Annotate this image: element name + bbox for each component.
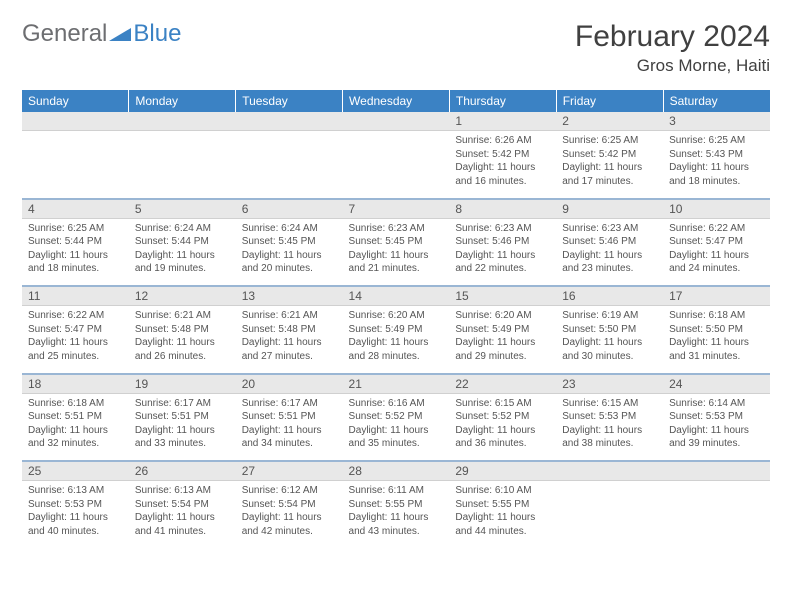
day-number: 1 (449, 112, 556, 131)
daynum-row: 45678910 (22, 199, 770, 219)
day-content: Sunrise: 6:24 AM Sunset: 5:44 PM Dayligh… (129, 218, 236, 286)
content-row: Sunrise: 6:26 AM Sunset: 5:42 PM Dayligh… (22, 131, 770, 199)
header: General Blue February 2024 Gros Morne, H… (22, 20, 770, 76)
day-content: Sunrise: 6:24 AM Sunset: 5:45 PM Dayligh… (236, 218, 343, 286)
weekday-header: Thursday (449, 90, 556, 112)
weekday-header-row: Sunday Monday Tuesday Wednesday Thursday… (22, 90, 770, 112)
content-row: Sunrise: 6:22 AM Sunset: 5:47 PM Dayligh… (22, 306, 770, 374)
weekday-header: Saturday (663, 90, 770, 112)
day-content (129, 131, 236, 199)
daynum-row: 11121314151617 (22, 286, 770, 306)
day-content: Sunrise: 6:14 AM Sunset: 5:53 PM Dayligh… (663, 393, 770, 461)
calendar-body: 123Sunrise: 6:26 AM Sunset: 5:42 PM Dayl… (22, 112, 770, 549)
day-content: Sunrise: 6:17 AM Sunset: 5:51 PM Dayligh… (236, 393, 343, 461)
weekday-header: Sunday (22, 90, 129, 112)
weekday-header: Wednesday (343, 90, 450, 112)
day-number (556, 461, 663, 481)
day-content (556, 481, 663, 549)
day-number: 7 (343, 199, 450, 219)
day-number: 6 (236, 199, 343, 219)
day-content: Sunrise: 6:17 AM Sunset: 5:51 PM Dayligh… (129, 393, 236, 461)
logo: General Blue (22, 20, 181, 48)
day-number: 4 (22, 199, 129, 219)
day-number: 10 (663, 199, 770, 219)
logo-triangle-icon (109, 20, 131, 48)
day-content: Sunrise: 6:25 AM Sunset: 5:43 PM Dayligh… (663, 131, 770, 199)
day-content: Sunrise: 6:26 AM Sunset: 5:42 PM Dayligh… (449, 131, 556, 199)
weekday-header: Friday (556, 90, 663, 112)
day-content: Sunrise: 6:15 AM Sunset: 5:53 PM Dayligh… (556, 393, 663, 461)
day-content: Sunrise: 6:13 AM Sunset: 5:54 PM Dayligh… (129, 481, 236, 549)
day-content: Sunrise: 6:25 AM Sunset: 5:42 PM Dayligh… (556, 131, 663, 199)
day-number: 27 (236, 461, 343, 481)
day-number: 15 (449, 286, 556, 306)
day-content: Sunrise: 6:20 AM Sunset: 5:49 PM Dayligh… (343, 306, 450, 374)
day-number: 14 (343, 286, 450, 306)
day-content: Sunrise: 6:15 AM Sunset: 5:52 PM Dayligh… (449, 393, 556, 461)
day-content (22, 131, 129, 199)
day-content: Sunrise: 6:20 AM Sunset: 5:49 PM Dayligh… (449, 306, 556, 374)
day-number (663, 461, 770, 481)
day-number: 18 (22, 374, 129, 394)
day-content: Sunrise: 6:18 AM Sunset: 5:50 PM Dayligh… (663, 306, 770, 374)
content-row: Sunrise: 6:18 AM Sunset: 5:51 PM Dayligh… (22, 393, 770, 461)
day-number: 21 (343, 374, 450, 394)
day-content: Sunrise: 6:22 AM Sunset: 5:47 PM Dayligh… (22, 306, 129, 374)
day-content: Sunrise: 6:16 AM Sunset: 5:52 PM Dayligh… (343, 393, 450, 461)
daynum-row: 123 (22, 112, 770, 131)
day-number: 2 (556, 112, 663, 131)
day-content: Sunrise: 6:23 AM Sunset: 5:46 PM Dayligh… (556, 218, 663, 286)
day-number: 29 (449, 461, 556, 481)
weekday-header: Tuesday (236, 90, 343, 112)
day-number: 12 (129, 286, 236, 306)
day-content: Sunrise: 6:19 AM Sunset: 5:50 PM Dayligh… (556, 306, 663, 374)
weekday-header: Monday (129, 90, 236, 112)
day-content: Sunrise: 6:22 AM Sunset: 5:47 PM Dayligh… (663, 218, 770, 286)
day-content: Sunrise: 6:18 AM Sunset: 5:51 PM Dayligh… (22, 393, 129, 461)
day-content: Sunrise: 6:23 AM Sunset: 5:46 PM Dayligh… (449, 218, 556, 286)
day-content: Sunrise: 6:25 AM Sunset: 5:44 PM Dayligh… (22, 218, 129, 286)
content-row: Sunrise: 6:13 AM Sunset: 5:53 PM Dayligh… (22, 481, 770, 549)
day-content: Sunrise: 6:13 AM Sunset: 5:53 PM Dayligh… (22, 481, 129, 549)
title-block: February 2024 Gros Morne, Haiti (575, 20, 770, 76)
day-number: 19 (129, 374, 236, 394)
content-row: Sunrise: 6:25 AM Sunset: 5:44 PM Dayligh… (22, 218, 770, 286)
day-content: Sunrise: 6:11 AM Sunset: 5:55 PM Dayligh… (343, 481, 450, 549)
day-content (236, 131, 343, 199)
day-number: 9 (556, 199, 663, 219)
daynum-row: 18192021222324 (22, 374, 770, 394)
day-content (663, 481, 770, 549)
calendar: Sunday Monday Tuesday Wednesday Thursday… (22, 90, 770, 549)
daynum-row: 2526272829 (22, 461, 770, 481)
logo-text-2: Blue (133, 20, 181, 48)
day-number: 13 (236, 286, 343, 306)
day-content: Sunrise: 6:21 AM Sunset: 5:48 PM Dayligh… (129, 306, 236, 374)
day-number: 3 (663, 112, 770, 131)
day-number (22, 112, 129, 131)
month-title: February 2024 (575, 20, 770, 54)
day-content: Sunrise: 6:21 AM Sunset: 5:48 PM Dayligh… (236, 306, 343, 374)
day-number: 28 (343, 461, 450, 481)
logo-text-1: General (22, 20, 107, 48)
day-content: Sunrise: 6:12 AM Sunset: 5:54 PM Dayligh… (236, 481, 343, 549)
day-number: 25 (22, 461, 129, 481)
day-number: 16 (556, 286, 663, 306)
day-number (343, 112, 450, 131)
day-number: 17 (663, 286, 770, 306)
day-content: Sunrise: 6:10 AM Sunset: 5:55 PM Dayligh… (449, 481, 556, 549)
day-number: 20 (236, 374, 343, 394)
day-number: 26 (129, 461, 236, 481)
day-number: 5 (129, 199, 236, 219)
day-number: 24 (663, 374, 770, 394)
day-number: 23 (556, 374, 663, 394)
day-number: 11 (22, 286, 129, 306)
day-content (343, 131, 450, 199)
day-number (129, 112, 236, 131)
location: Gros Morne, Haiti (575, 56, 770, 76)
day-number (236, 112, 343, 131)
day-number: 8 (449, 199, 556, 219)
day-content: Sunrise: 6:23 AM Sunset: 5:45 PM Dayligh… (343, 218, 450, 286)
day-number: 22 (449, 374, 556, 394)
